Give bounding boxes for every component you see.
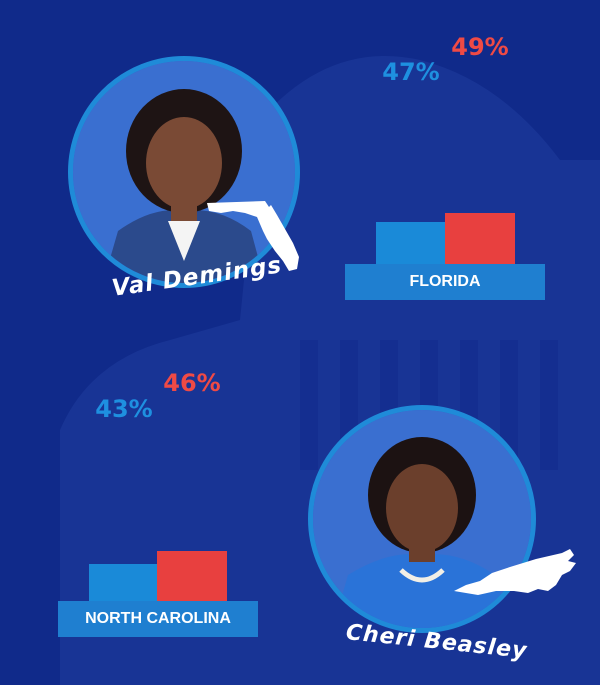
florida-rep-bar xyxy=(445,213,515,264)
florida-dem-label: 47% xyxy=(382,58,440,86)
florida-rep-label: 49% xyxy=(451,33,509,61)
north-carolina-dem-label: 43% xyxy=(95,395,153,423)
north-carolina-dem-bar xyxy=(89,564,159,601)
north-carolina-chart: 43% 46% NORTH CAROLINA xyxy=(58,365,258,640)
florida-dem-bar xyxy=(376,222,446,264)
val-demings-portrait xyxy=(68,56,300,288)
florida-state-label: FLORIDA xyxy=(345,264,545,300)
north-carolina-rep-bar xyxy=(157,551,227,601)
cheri-beasley-portrait xyxy=(308,405,536,633)
north-carolina-state-icon xyxy=(454,549,576,595)
florida-chart: 47% 49% FLORIDA xyxy=(345,20,545,305)
florida-state-icon xyxy=(207,201,299,271)
north-carolina-state-label: NORTH CAROLINA xyxy=(58,601,258,637)
north-carolina-rep-label: 46% xyxy=(163,369,221,397)
